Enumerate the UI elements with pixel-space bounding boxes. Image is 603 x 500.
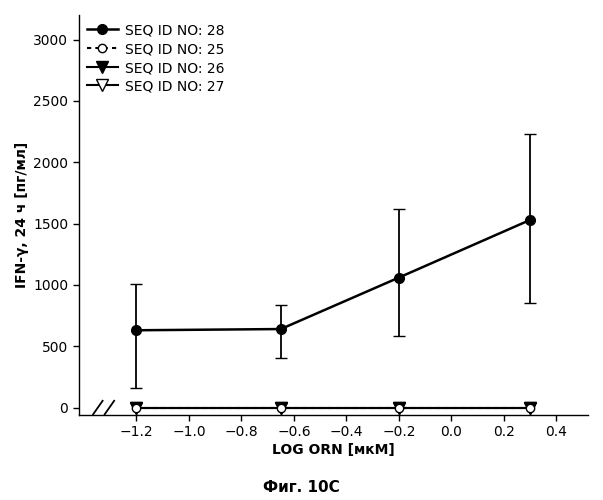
X-axis label: LOG ORN [мкМ]: LOG ORN [мкМ] [272,444,395,458]
Y-axis label: IFN-γ, 24 ч [пг/мл]: IFN-γ, 24 ч [пг/мл] [15,142,29,288]
Legend: SEQ ID NO: 28, SEQ ID NO: 25, SEQ ID NO: 26, SEQ ID NO: 27: SEQ ID NO: 28, SEQ ID NO: 25, SEQ ID NO:… [81,18,230,100]
Text: Фиг. 10C: Фиг. 10C [263,480,340,495]
